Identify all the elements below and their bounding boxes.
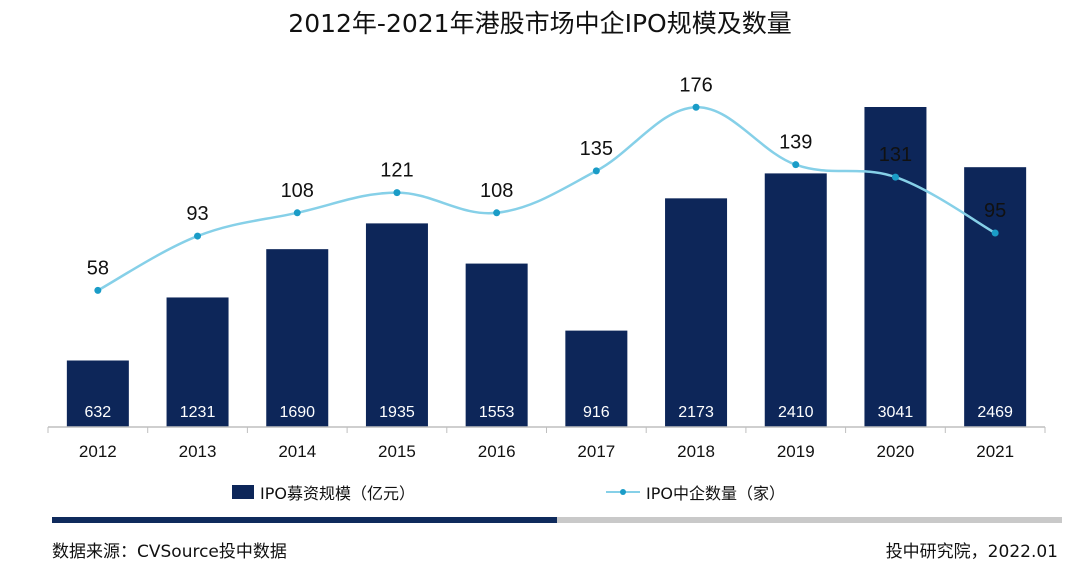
line-value-label: 135: [580, 138, 613, 160]
bar-2012: [66, 360, 129, 427]
line-point-2017: [592, 167, 600, 175]
chart-title: 2012年-2021年港股市场中企IPO规模及数量: [288, 9, 792, 38]
x-tick-label: 2018: [677, 442, 715, 461]
bar-value-label: 2173: [678, 404, 714, 421]
x-tick-label: 2017: [577, 442, 615, 461]
line-value-label: 108: [480, 180, 513, 202]
line-point-2018: [692, 103, 700, 111]
x-tick-label: 2019: [777, 442, 815, 461]
legend-item-line: IPO中企数量（家）: [606, 480, 785, 504]
bar-value-label: 632: [84, 404, 111, 421]
bar-2013: [166, 297, 229, 427]
bar-2019: [764, 173, 827, 427]
bar-value-label: 1553: [479, 404, 515, 421]
line-value-label: 95: [984, 200, 1006, 222]
line-value-label: 176: [679, 74, 712, 96]
divider-progress-fill: [52, 517, 557, 523]
bar-value-label: 1231: [180, 404, 216, 421]
x-tick-label: 2013: [179, 442, 217, 461]
line-value-label: 121: [380, 160, 413, 182]
bar-value-label: 1935: [379, 404, 415, 421]
bar-2018: [665, 198, 728, 427]
x-tick-label: 2012: [79, 442, 117, 461]
bar-2021: [964, 167, 1027, 427]
line-point-2016: [493, 209, 501, 217]
line-point-2021: [991, 229, 999, 237]
line-point-2019: [792, 161, 800, 169]
line-value-label: 93: [186, 203, 208, 225]
legend-item-bar: IPO募资规模（亿元）: [232, 480, 415, 504]
bar-2020: [864, 107, 927, 427]
line-value-label: 139: [779, 132, 812, 154]
bar-value-label: 3041: [878, 404, 914, 421]
bar-value-label: 1690: [279, 404, 315, 421]
line-point-2013: [194, 232, 202, 240]
line-value-label: 58: [87, 257, 109, 279]
legend-line-label: IPO中企数量（家）: [646, 484, 785, 503]
x-tick-label: 2016: [478, 442, 516, 461]
bar-2017: [565, 330, 628, 427]
legend-bar-label: IPO募资规模（亿元）: [260, 484, 415, 503]
bar-2014: [266, 249, 329, 427]
line-value-label: 131: [879, 144, 912, 166]
bar-value-label: 916: [583, 404, 610, 421]
credit-note: 投中研究院，2022.01: [885, 542, 1058, 562]
legend-bar-swatch: [232, 485, 254, 499]
line-point-2014: [293, 209, 301, 217]
x-tick-label: 2021: [976, 442, 1014, 461]
legend-line-swatch: [606, 485, 640, 499]
line-point-2015: [393, 189, 401, 197]
bar-value-label: 2469: [977, 404, 1013, 421]
x-tick-label: 2014: [278, 442, 316, 461]
line-point-2012: [94, 286, 102, 294]
line-value-label: 108: [281, 180, 314, 202]
bar-2015: [365, 223, 428, 427]
divider-progress-bar: [52, 517, 1062, 523]
line-point-2020: [891, 173, 899, 181]
line-series: [97, 105, 996, 292]
x-tick-label: 2020: [877, 442, 915, 461]
source-note: 数据来源：CVSource投中数据: [52, 542, 287, 562]
x-tick-label: 2015: [378, 442, 416, 461]
bar-2016: [465, 263, 528, 427]
bar-value-label: 2410: [778, 404, 814, 421]
